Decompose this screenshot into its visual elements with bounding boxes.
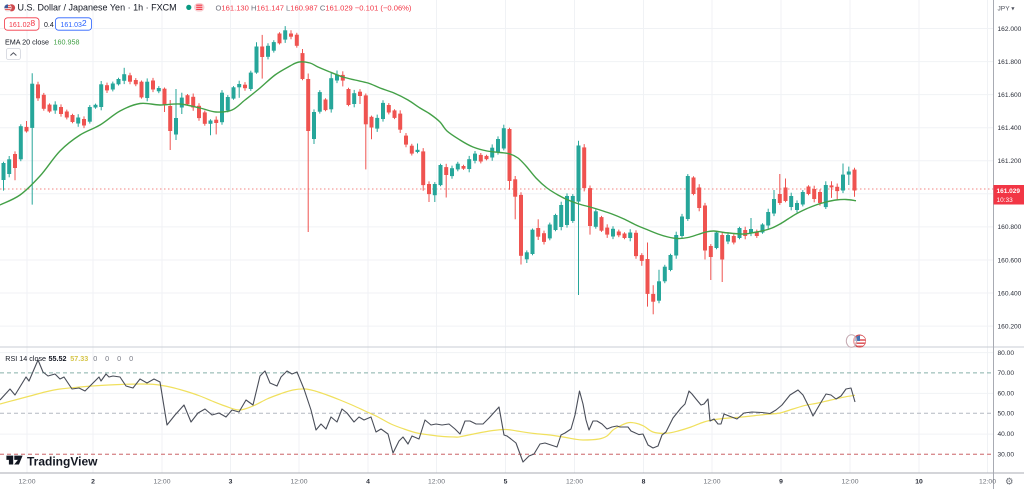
- svg-text:55.52: 55.52: [49, 354, 67, 363]
- svg-text:60.00: 60.00: [998, 391, 1015, 398]
- svg-text:161.029: 161.029: [997, 188, 1021, 195]
- svg-text:O161.130 H161.147 L160.987 C16: O161.130 H161.147 L160.987 C161.029 −0.1…: [216, 3, 412, 12]
- svg-text:50.00: 50.00: [998, 411, 1015, 418]
- svg-text:12:00: 12:00: [290, 479, 307, 486]
- svg-text:10: 10: [915, 479, 923, 486]
- svg-text:12:00: 12:00: [841, 479, 858, 486]
- svg-text:160.800: 160.800: [998, 224, 1022, 231]
- svg-text:9: 9: [779, 479, 783, 486]
- svg-text:12:00: 12:00: [566, 479, 583, 486]
- svg-text:161.600: 161.600: [998, 92, 1022, 99]
- svg-text:12:00: 12:00: [428, 479, 445, 486]
- svg-text:5: 5: [504, 479, 508, 486]
- svg-text:57.33: 57.33: [70, 354, 88, 363]
- svg-text:40.00: 40.00: [998, 431, 1015, 438]
- svg-text:EMA 20 close: EMA 20 close: [5, 37, 49, 46]
- svg-text:12:00: 12:00: [703, 479, 720, 486]
- svg-text:80.00: 80.00: [998, 350, 1015, 357]
- svg-text:161.400: 161.400: [998, 125, 1022, 132]
- svg-text:161.200: 161.200: [998, 158, 1022, 165]
- svg-text:160.400: 160.400: [998, 290, 1022, 297]
- svg-text:10:33: 10:33: [997, 197, 1014, 204]
- svg-text:30.00: 30.00: [998, 452, 1015, 459]
- svg-text:0.4: 0.4: [44, 22, 54, 29]
- svg-text:2: 2: [91, 479, 95, 486]
- svg-text:0 0 0 0: 0 0 0 0: [93, 354, 136, 363]
- svg-text:JPY ▾: JPY ▾: [998, 6, 1016, 13]
- svg-text:161.800: 161.800: [998, 59, 1022, 66]
- svg-text:TradingView: TradingView: [27, 455, 98, 469]
- svg-text:12:00: 12:00: [18, 479, 35, 486]
- svg-text:12:00: 12:00: [153, 479, 170, 486]
- svg-text:160.600: 160.600: [998, 257, 1022, 264]
- svg-text:RSI 14 close: RSI 14 close: [5, 354, 46, 363]
- svg-text:U.S. Dollar / Japanese Yen · 1: U.S. Dollar / Japanese Yen · 1h · FXCM: [18, 3, 177, 13]
- svg-text:4: 4: [366, 479, 370, 486]
- svg-text:3: 3: [229, 479, 233, 486]
- svg-text:162.000: 162.000: [998, 26, 1022, 33]
- svg-text:⚙: ⚙: [1005, 477, 1014, 488]
- svg-text:12:00: 12:00: [979, 479, 996, 486]
- svg-text:70.00: 70.00: [998, 370, 1015, 377]
- svg-text:160.200: 160.200: [998, 323, 1022, 330]
- svg-text:160.958: 160.958: [54, 37, 80, 46]
- svg-text:8: 8: [642, 479, 646, 486]
